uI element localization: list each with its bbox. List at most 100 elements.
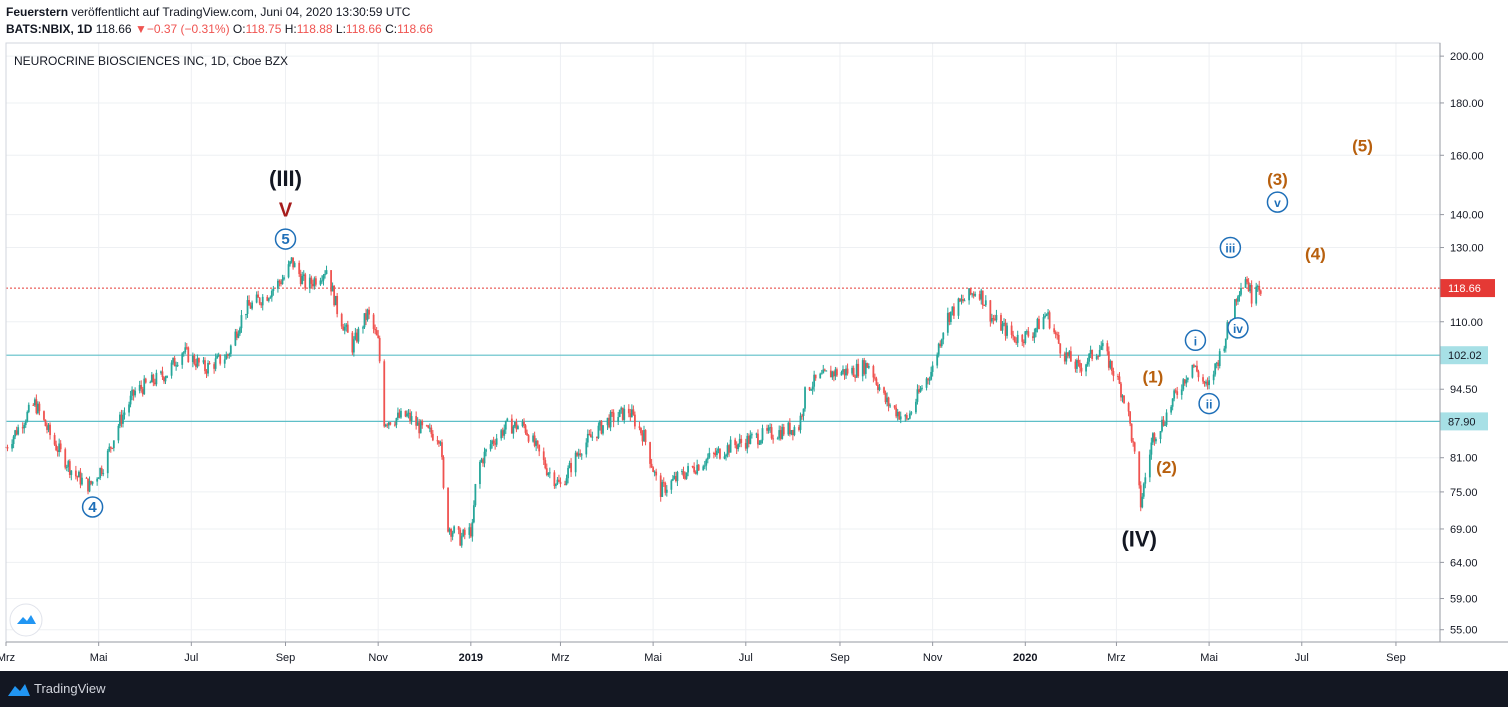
candle-body: [515, 422, 518, 430]
candle-body: [270, 290, 273, 298]
candle-body: [111, 448, 114, 450]
candle-body: [1042, 317, 1045, 330]
down-arrow-icon: ▼: [134, 22, 147, 36]
candle-body: [632, 409, 635, 415]
candle-body: [202, 360, 205, 363]
candle-body: [182, 352, 185, 354]
candle-body: [884, 392, 887, 403]
candle-body: [1139, 485, 1142, 508]
candle-body: [889, 405, 891, 407]
candle-body: [542, 451, 545, 461]
footer-brand[interactable]: TradingView: [34, 681, 106, 696]
wave-circle-text: 5: [281, 231, 289, 248]
candle-body: [927, 378, 929, 380]
candle-body: [37, 403, 39, 414]
candle-body: [832, 371, 835, 377]
candle-body: [576, 452, 579, 456]
candle-body: [479, 461, 481, 485]
candle-body: [661, 482, 664, 497]
candle-body: [1142, 483, 1145, 497]
candle-body: [1206, 381, 1209, 386]
candle-body: [1246, 279, 1248, 282]
y-tick-label: 94.50: [1450, 384, 1478, 396]
candle-body: [216, 355, 219, 359]
candle-body: [716, 450, 718, 456]
candle-body: [128, 404, 130, 413]
time-axis[interactable]: Mrz Mai Jul Sep Nov 2019 Mrz Mai Jul Sep Nov 2020 Mr…: [0, 642, 1406, 664]
candle-body: [801, 415, 803, 417]
candle-body: [697, 464, 700, 471]
symbol-label[interactable]: BATS:NBIX, 1D: [6, 22, 93, 36]
candle-body: [176, 364, 179, 366]
tradingview-logo-icon[interactable]: [8, 682, 30, 696]
candle-body: [59, 443, 62, 450]
candle-body: [726, 445, 729, 455]
candle-body: [23, 424, 26, 429]
candle-body: [1183, 379, 1186, 384]
wave-orange-label: (2): [1156, 458, 1177, 477]
candle-body: [1036, 318, 1039, 329]
candle-body: [559, 481, 562, 485]
price-axis[interactable]: 200.00 180.00 160.00 140.00 130.00 110.00 94.5…: [1440, 51, 1484, 637]
candle-body: [910, 412, 913, 414]
candle-body: [843, 369, 846, 376]
candle-body: [144, 378, 147, 383]
candle-body: [734, 439, 737, 446]
candle-body: [893, 405, 896, 408]
candle-body: [532, 435, 535, 442]
candle-body: [612, 412, 615, 422]
candle-body: [132, 389, 135, 396]
candle-body: [898, 411, 901, 420]
x-tick-label: Nov: [923, 652, 943, 664]
candle-body: [321, 280, 323, 282]
candle-body: [447, 487, 449, 532]
candle-body: [904, 415, 907, 417]
candle-body: [415, 416, 418, 426]
candle-body: [393, 424, 396, 426]
candle-body: [129, 395, 132, 405]
candle-body: [855, 363, 858, 378]
candle-body: [1117, 375, 1119, 377]
candle-body: [1193, 364, 1195, 367]
wave-circle: [1219, 236, 1242, 259]
horizontal-lines[interactable]: 102.02 87.90 118.66: [6, 279, 1495, 431]
candle-body: [281, 279, 284, 285]
candle-body: [164, 377, 167, 382]
candle-body: [1054, 332, 1057, 335]
candle-body: [357, 328, 360, 342]
candle-body: [708, 452, 711, 458]
candle-body: [1038, 318, 1040, 330]
candle-body: [418, 422, 421, 434]
candle-body: [65, 466, 68, 468]
candle-body: [226, 354, 229, 356]
candle-body: [969, 288, 972, 295]
candle-body: [1185, 379, 1188, 384]
candle-body: [53, 435, 56, 445]
candle-body: [100, 468, 103, 474]
candle-body: [694, 472, 697, 474]
candle-body: [767, 427, 770, 431]
candle-body: [1226, 322, 1229, 339]
candle-body: [770, 427, 773, 439]
x-tick-label: 2020: [1013, 652, 1037, 664]
candle-body: [579, 453, 582, 456]
candle-body: [1191, 364, 1194, 378]
candle-body: [895, 407, 898, 417]
candle-body: [46, 426, 48, 430]
candle-body: [1215, 362, 1218, 364]
candle-body: [811, 386, 814, 390]
author-name[interactable]: Feuerstern: [6, 5, 69, 19]
candle-body: [769, 427, 771, 429]
candle-body: [952, 306, 955, 316]
candle-body: [602, 425, 604, 434]
candle-body: [482, 459, 484, 464]
candle-body: [1091, 349, 1094, 360]
tradingview-watermark-icon[interactable]: [9, 603, 43, 637]
candle-body: [1016, 334, 1019, 343]
candle-body: [1165, 412, 1168, 425]
wave-circle: [274, 228, 297, 250]
candle-body: [495, 438, 498, 445]
candle-body: [1076, 360, 1078, 369]
